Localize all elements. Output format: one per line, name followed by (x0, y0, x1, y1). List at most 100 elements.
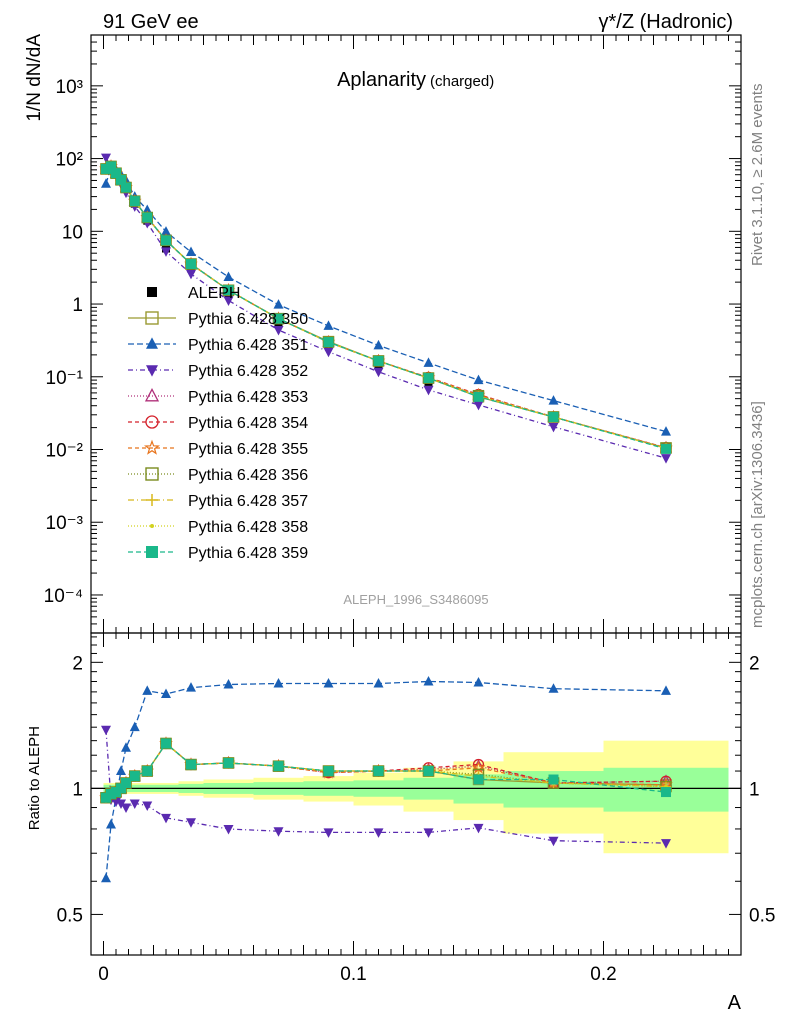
ratio-y-tick-label: 1 (72, 779, 83, 800)
main-point (423, 373, 434, 384)
main-point (101, 153, 111, 164)
ratio-point (661, 685, 671, 695)
main-point (473, 400, 484, 411)
main-frame (90, 34, 742, 634)
ratio-point (129, 799, 140, 810)
main-y-tick-label: 10⁻³ (46, 513, 84, 534)
legend-label: Pythia 6.428 353 (188, 389, 308, 406)
ratio-point (273, 761, 284, 772)
legend-label: Pythia 6.428 351 (188, 337, 308, 354)
ratio-point (223, 757, 234, 768)
main-series-1 (101, 161, 671, 436)
ratio-point (186, 818, 196, 828)
ratio-point (423, 766, 434, 777)
ratio-point (373, 678, 384, 688)
main-y-tick-label: 10⁻¹ (46, 368, 84, 389)
ratio-y-tick-label-right: 1 (749, 779, 760, 800)
legend-marker (147, 287, 157, 297)
ratio-point (129, 721, 140, 732)
ratio-point (373, 766, 384, 777)
ratio-point (548, 683, 559, 693)
main-series-line (105, 165, 667, 450)
main-point (106, 161, 116, 172)
main-point (548, 422, 559, 433)
main-y-tick-label: 10² (56, 150, 83, 171)
watermark: ALEPH_1996_S3486095 (343, 592, 488, 607)
ratio-point (121, 803, 131, 814)
main-series-5 (99, 159, 673, 454)
ratio-point (473, 676, 484, 687)
legend-item-7: Pythia 6.428 357 (128, 493, 308, 510)
main-series-9 (101, 161, 671, 454)
main-y-tick-label: 10⁻² (46, 441, 84, 462)
ratio-y-tick-label-right: 0.5 (749, 905, 775, 926)
ratio-point (323, 828, 334, 838)
legend-marker (144, 439, 160, 455)
main-y-tick-label: 10 (62, 222, 83, 243)
ratio-series-2 (101, 725, 671, 849)
main-ylabel: 1/N dN/dA (24, 34, 45, 122)
main-point (223, 285, 234, 296)
legend-label: Pythia 6.428 359 (188, 545, 308, 562)
main-y-tick-label: 10⁻⁴ (44, 586, 83, 607)
legend-marker (150, 524, 154, 528)
ratio-point (661, 839, 671, 849)
legend-item-3: Pythia 6.428 353 (128, 388, 308, 406)
legend-item-data: ALEPH (147, 285, 240, 302)
main-point (223, 296, 234, 306)
main-point (373, 339, 384, 350)
legend-label: Pythia 6.428 358 (188, 519, 308, 536)
main-series-line (105, 157, 667, 459)
ratio-point (161, 688, 171, 699)
ratio-point (473, 774, 484, 785)
main-point (661, 454, 671, 464)
ratio-ylabel: Ratio to ALEPH (26, 726, 43, 830)
legend-marker (145, 415, 159, 429)
ratio-point (101, 725, 111, 736)
ratio-point (142, 685, 153, 695)
ratio-point (661, 787, 671, 798)
main-point (323, 347, 334, 358)
legend-item-8: Pythia 6.428 358 (128, 519, 308, 536)
ratio-point (129, 771, 140, 782)
main-point (548, 411, 559, 422)
legend-label: Pythia 6.428 352 (188, 363, 308, 380)
ratio-point (223, 679, 234, 689)
main-series-3 (99, 159, 673, 453)
main-y-tick-label: 10³ (56, 77, 83, 98)
main-series-line (105, 165, 667, 449)
main-point (129, 196, 140, 207)
ratio-point (273, 678, 284, 688)
main-point (111, 168, 121, 179)
ratio-point (273, 827, 284, 837)
legend-marker (146, 546, 158, 558)
header-left: 91 GeV ee (103, 11, 199, 33)
main-point (323, 320, 334, 330)
legend-marker (146, 337, 158, 349)
ratio-point (423, 675, 434, 686)
ratio-point (116, 765, 126, 776)
main-point (323, 337, 334, 348)
ratio-point (186, 682, 196, 692)
legend-marker (145, 467, 159, 481)
ratio-point (106, 818, 116, 829)
legend-item-4: Pythia 6.428 354 (128, 415, 308, 432)
main-point (373, 355, 384, 366)
main-point (116, 174, 126, 185)
main-point (661, 443, 671, 454)
ratio-point (473, 823, 484, 834)
ratio-point (116, 799, 126, 810)
legend-item-5: Pythia 6.428 355 (128, 439, 308, 458)
legend-label: Pythia 6.428 350 (188, 311, 308, 328)
main-point (373, 367, 384, 378)
legend-marker (146, 494, 158, 506)
ratio-y-tick-label-right: 2 (749, 653, 760, 674)
main-point (161, 235, 171, 246)
ratio-point (223, 824, 234, 835)
ratio-y-tick-label: 0.5 (57, 905, 83, 926)
main-point (121, 182, 131, 193)
main-point (223, 271, 234, 282)
ratio-point (186, 759, 196, 770)
main-point (273, 325, 284, 336)
